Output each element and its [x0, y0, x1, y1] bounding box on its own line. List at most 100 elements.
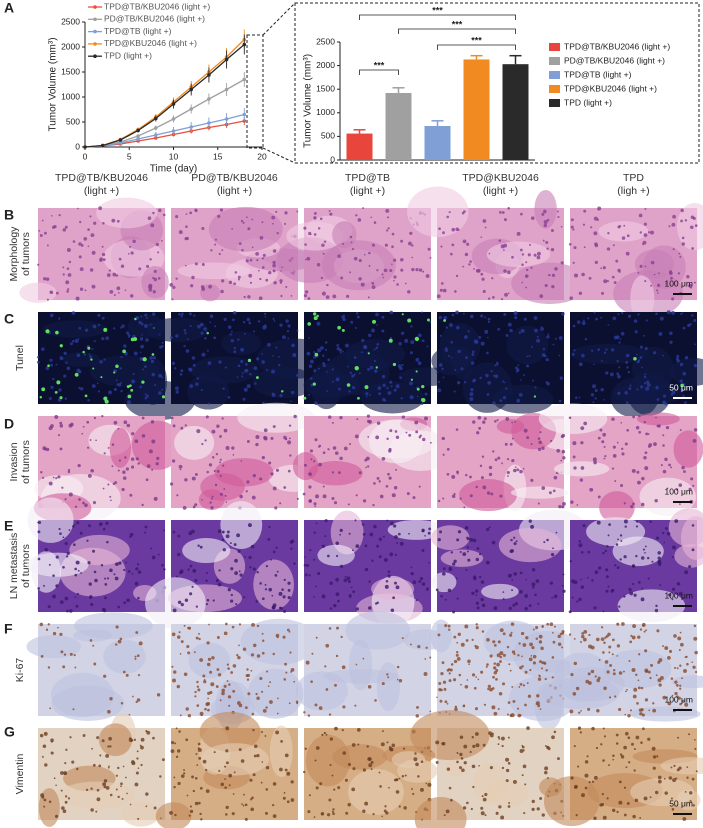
- cell: [395, 435, 400, 439]
- cell: [241, 375, 244, 378]
- cell: [657, 292, 659, 294]
- cell: [691, 777, 695, 781]
- column-header: (light +): [217, 185, 252, 197]
- cell: [451, 313, 455, 317]
- cell: [468, 263, 471, 266]
- cell: [129, 493, 133, 497]
- cell: [568, 610, 572, 614]
- cell: [578, 362, 583, 367]
- cell: [623, 786, 627, 789]
- cell: [361, 338, 365, 343]
- cell: [113, 387, 117, 392]
- cell: [209, 501, 212, 504]
- cell: [47, 666, 51, 669]
- cell: [652, 351, 657, 355]
- cell: [144, 365, 147, 368]
- tissue-region: [410, 710, 490, 761]
- cell: [123, 568, 126, 572]
- cell: [140, 745, 144, 750]
- cell: [134, 657, 137, 660]
- cell: [176, 494, 179, 497]
- cell: [237, 701, 241, 705]
- cell: [463, 744, 468, 749]
- cell: [174, 742, 177, 745]
- cell: [490, 370, 493, 373]
- cell: [171, 459, 176, 463]
- cell: [91, 348, 94, 351]
- cell: [258, 269, 260, 272]
- tissue-region: [146, 317, 209, 343]
- cell: [308, 794, 311, 797]
- tissue-region: [492, 384, 554, 414]
- cell: [446, 215, 450, 219]
- cell: [582, 524, 586, 528]
- cell: [66, 551, 70, 555]
- cell: [619, 534, 623, 537]
- tissue-region: [371, 577, 415, 601]
- column-header: TPD@TB: [345, 172, 390, 184]
- cell: [83, 237, 88, 241]
- cell: [486, 638, 490, 642]
- cell: [373, 221, 377, 224]
- cell: [386, 519, 389, 522]
- cell: [138, 320, 142, 325]
- cell: [557, 215, 560, 219]
- cell: [308, 499, 312, 503]
- cell: [488, 252, 491, 255]
- cell: [64, 541, 68, 546]
- cell: [376, 269, 379, 272]
- cell: [691, 524, 695, 527]
- cell: [508, 663, 511, 666]
- cell: [587, 707, 591, 711]
- cell: [351, 787, 356, 792]
- cell: [336, 343, 340, 347]
- cell: [418, 580, 422, 583]
- cell: [640, 686, 644, 690]
- cell: [405, 431, 408, 434]
- cell: [654, 608, 659, 613]
- cell: [654, 498, 658, 503]
- cell: [686, 776, 689, 779]
- cell: [386, 673, 389, 676]
- cell: [246, 480, 250, 484]
- cell: [229, 542, 232, 545]
- cell: [265, 564, 269, 568]
- cell: [256, 624, 260, 628]
- cell: [483, 417, 487, 421]
- cell: [239, 573, 243, 577]
- cell: [171, 298, 174, 301]
- tissue-region: [485, 779, 528, 808]
- cell: [185, 213, 188, 215]
- cell: [587, 550, 591, 554]
- cell: [481, 277, 485, 281]
- cell: [452, 610, 456, 614]
- cell: [245, 490, 248, 493]
- cell: [52, 594, 56, 599]
- cell: [201, 498, 203, 501]
- tissue-region: [617, 589, 686, 623]
- cell: [511, 459, 515, 463]
- cell: [221, 249, 224, 252]
- cell: [400, 397, 403, 400]
- cell: [192, 505, 196, 509]
- cell: [155, 242, 159, 247]
- cell: [41, 795, 45, 799]
- cell: [89, 439, 92, 441]
- cell: [580, 710, 582, 712]
- cell: [256, 654, 261, 658]
- cell: [78, 255, 82, 259]
- cell: [519, 248, 523, 252]
- cell: [550, 552, 555, 557]
- cell: [199, 786, 203, 790]
- data-point: [224, 87, 229, 92]
- cell: [492, 401, 496, 405]
- scale-bar-label: 100 μm: [664, 486, 693, 496]
- cell: [528, 354, 531, 357]
- cell: [106, 540, 109, 544]
- cell: [628, 761, 631, 764]
- cell: [602, 432, 606, 437]
- cell: [514, 316, 518, 320]
- cell: [389, 310, 394, 315]
- apoptotic-cell: [47, 364, 50, 368]
- data-point: [189, 107, 193, 111]
